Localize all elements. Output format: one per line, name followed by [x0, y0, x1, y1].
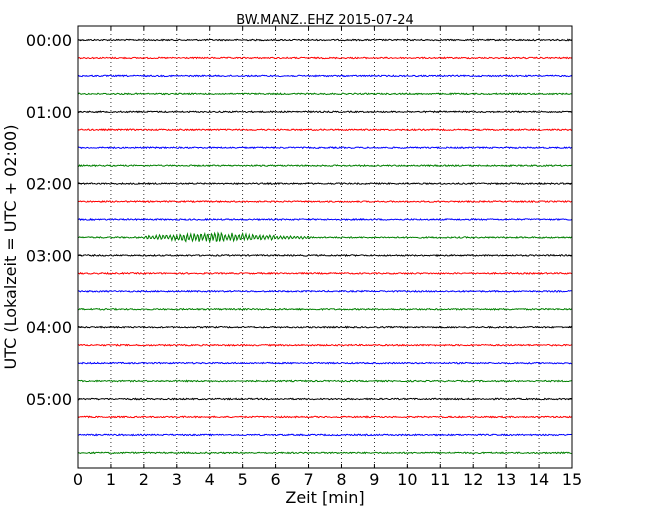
trace-line	[77, 128, 573, 132]
y-tick-label: 03:00	[26, 246, 72, 265]
x-tick-label: 8	[336, 470, 346, 489]
trace-line	[77, 415, 573, 419]
trace-line	[77, 74, 573, 78]
trace-line	[77, 307, 573, 311]
trace-line	[77, 325, 573, 329]
y-axis-ticks: 00:00 01:00 02:00 03:00 04:00 05:00	[26, 31, 572, 409]
chart-title: BW.MANZ..EHZ 2015-07-24	[236, 13, 414, 28]
x-tick-label: 1	[106, 470, 116, 489]
trace-line	[77, 164, 573, 168]
trace-line	[77, 231, 573, 244]
x-tick-label: 14	[529, 470, 549, 489]
trace-line	[77, 38, 573, 42]
x-tick-label: 6	[271, 470, 281, 489]
x-tick-label: 2	[139, 470, 149, 489]
x-tick-label: 11	[430, 470, 450, 489]
x-tick-label: 3	[172, 470, 182, 489]
x-axis-ticks: 0 1 2 3 4 5 6 7 8 9 10 11 12 13 14 15	[73, 26, 582, 489]
trace-line	[77, 110, 573, 114]
trace-line	[77, 433, 573, 437]
trace-line	[77, 451, 573, 455]
trace-line	[77, 181, 573, 186]
x-tick-label: 15	[562, 470, 582, 489]
y-tick-label: 05:00	[26, 390, 72, 409]
y-tick-label: 00:00	[26, 31, 72, 50]
trace-line	[77, 397, 573, 401]
trace-line	[77, 92, 573, 96]
trace-line	[77, 361, 573, 365]
x-tick-label: 12	[463, 470, 483, 489]
trace-line	[77, 343, 573, 347]
trace-line	[77, 379, 573, 383]
grid-lines	[110, 26, 540, 468]
y-tick-label: 02:00	[26, 175, 72, 194]
y-tick-label: 04:00	[26, 318, 72, 337]
trace-line	[77, 271, 573, 275]
y-axis-title: UTC (Lokalzeit = UTC + 02:00)	[1, 125, 20, 370]
trace-line	[77, 253, 573, 258]
trace-line	[77, 289, 573, 293]
x-tick-label: 4	[205, 470, 215, 489]
x-axis-title: Zeit [min]	[285, 488, 364, 507]
x-tick-label: 0	[73, 470, 83, 489]
trace-line	[77, 56, 573, 60]
seismic-traces	[77, 38, 573, 455]
y-tick-label: 01:00	[26, 103, 72, 122]
trace-line	[77, 146, 573, 150]
x-tick-label: 5	[238, 470, 248, 489]
trace-line	[77, 217, 573, 222]
x-tick-label: 7	[303, 470, 313, 489]
plot-frame	[77, 25, 573, 469]
x-tick-label: 9	[369, 470, 379, 489]
trace-line	[77, 200, 573, 204]
x-tick-label: 10	[397, 470, 417, 489]
x-tick-label: 13	[496, 470, 516, 489]
